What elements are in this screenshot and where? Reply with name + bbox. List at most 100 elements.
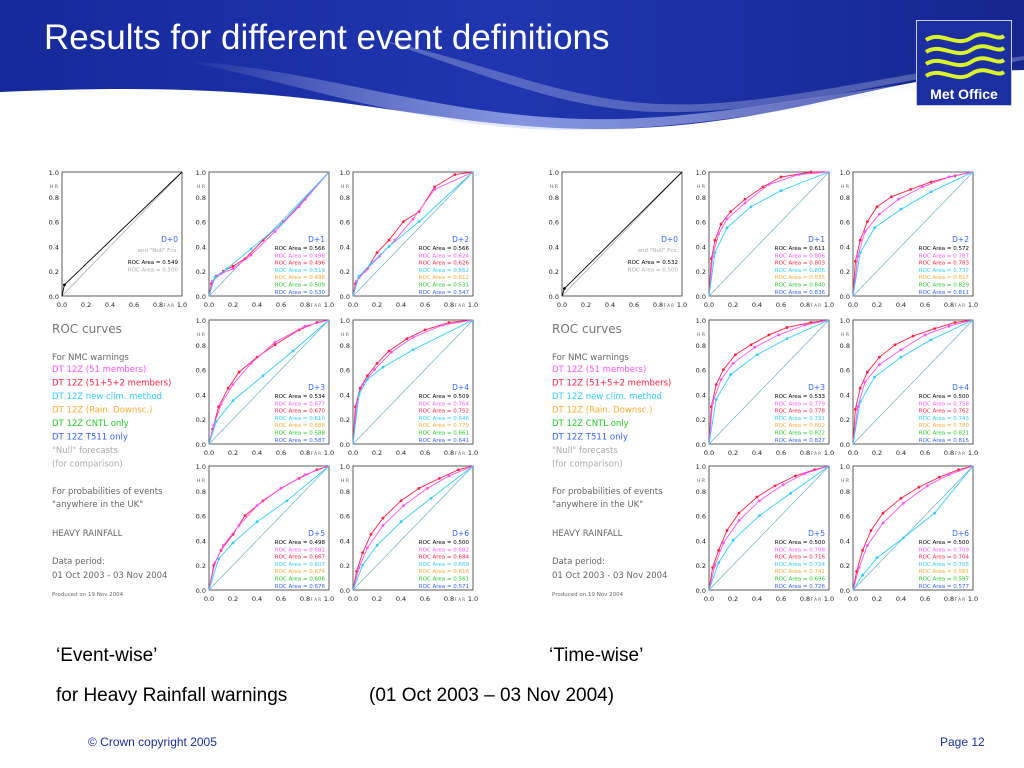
y-tick-label: 0.6 — [196, 219, 206, 227]
lead-time-label: D+0 — [661, 235, 678, 244]
y-tick-label: 0.2 — [840, 268, 850, 276]
legend-title: ROC curves — [52, 322, 122, 336]
y-tick-label: 0.0 — [196, 293, 206, 301]
roc-curve — [352, 465, 474, 591]
roc-area-label: ROC Area = 0.779 — [775, 401, 826, 407]
x-tick-label: 0.4 — [396, 595, 406, 603]
x-axis-label: F A R — [955, 597, 966, 602]
x-tick-label: 0.2 — [228, 449, 238, 457]
roc-curve — [708, 171, 830, 297]
roc-point — [755, 353, 759, 357]
wave-logo-icon — [924, 32, 1006, 80]
roc-area-label: ROC Area = 0.836 — [775, 290, 826, 296]
legend-produced: Produced on 19 Nov 2004 — [52, 592, 124, 598]
y-tick-label: 0.0 — [840, 441, 850, 449]
legend-produced: Produced on 19 Nov 2004 — [552, 592, 624, 598]
roc-point — [231, 541, 235, 545]
y-tick-label: 0.8 — [196, 488, 206, 496]
roc-point — [743, 201, 747, 205]
x-axis-label: F A R — [164, 303, 175, 308]
roc-curve — [708, 319, 830, 445]
lead-time-label: D+0 — [161, 235, 178, 244]
y-tick-label: 0.6 — [49, 219, 59, 227]
roc-point — [881, 511, 885, 515]
roc-curve — [852, 465, 974, 591]
roc-point — [899, 355, 903, 359]
y-tick-label: 0.8 — [49, 194, 59, 202]
reference-dash — [708, 465, 830, 591]
roc-curve — [708, 171, 829, 297]
y-tick-label: 1.0 — [340, 463, 350, 471]
roc-point — [761, 185, 765, 189]
roc-point — [858, 400, 862, 404]
roc-point — [417, 486, 421, 490]
roc-point — [755, 495, 759, 499]
roc-area-label: ROC Area = 0.561 — [419, 577, 469, 583]
x-tick-label: 0.8 — [800, 301, 810, 309]
roc-point — [711, 401, 714, 405]
x-tick-label: 1.0 — [824, 301, 834, 309]
roc-area-label: ROC Area = 0.682 — [419, 547, 469, 553]
x-axis-label: F A R — [455, 451, 466, 456]
roc-point — [249, 247, 253, 251]
roc-area-label: ROC Area = 0.661 — [419, 431, 469, 437]
y-tick-label: 1.0 — [340, 317, 350, 325]
roc-area-label: ROC Area = 0.811 — [919, 290, 969, 296]
copyright-text: © Crown copyright 2005 — [88, 735, 217, 749]
roc-point — [897, 197, 900, 201]
roc-area-label: ROC Area = 0.519 — [275, 268, 326, 274]
caption-event-wise: ‘Event-wise’ — [56, 645, 158, 666]
roc-point — [758, 499, 761, 503]
x-tick-label: 0.4 — [396, 301, 406, 309]
x-tick-label: 0.0 — [204, 595, 214, 603]
roc-point — [773, 484, 777, 488]
x-tick-label: 1.0 — [968, 595, 978, 603]
x-axis-label: F A R — [811, 303, 822, 308]
reference-dash — [208, 465, 330, 591]
roc-curve — [708, 319, 830, 445]
roc-point — [890, 195, 893, 199]
roc-area-label: ROC Area = 0.716 — [775, 555, 826, 561]
y-tick-label: 1.0 — [196, 317, 206, 325]
legend-period-label: Data period: — [52, 557, 105, 567]
roc-curve — [352, 465, 474, 591]
lead-time-label: D+6 — [952, 529, 969, 538]
y-axis-label: H R — [197, 478, 205, 484]
legend-item: DT 12Z (51+5+2 members) — [552, 379, 671, 389]
y-tick-label: 0.6 — [840, 367, 850, 375]
diagonal-line — [561, 171, 683, 297]
x-tick-label: 0.6 — [276, 301, 286, 309]
roc-point — [714, 397, 718, 401]
x-tick-label: 0.4 — [896, 595, 906, 603]
roc-point — [953, 321, 957, 324]
legend-item: DT 12Z T511 only — [52, 433, 128, 443]
roc-point — [855, 570, 858, 573]
roc-point — [717, 561, 720, 565]
roc-point — [854, 259, 857, 263]
roc-point — [243, 514, 247, 517]
roc-point — [357, 566, 361, 570]
reference-dash — [708, 171, 830, 297]
plot-frame — [61, 171, 183, 297]
y-tick-label: 0.8 — [840, 488, 850, 496]
x-tick-label: 0.2 — [728, 301, 738, 309]
roc-curve — [852, 319, 974, 445]
y-tick-label: 0.4 — [696, 243, 706, 251]
y-tick-label: 0.2 — [340, 562, 350, 570]
reference-dash — [352, 465, 474, 591]
roc-point — [285, 499, 289, 503]
roc-area-label: ROC Area = 0.670 — [275, 409, 326, 415]
caption-heavy-rainfall: for Heavy Rainfall warnings — [56, 685, 288, 706]
roc-area-label: ROC Area = 0.806 — [775, 253, 826, 259]
x-tick-label: 1.0 — [968, 449, 978, 457]
roc-area-label: ROC Area = 0.780 — [919, 423, 970, 429]
roc-area-label: ROC Area = 0.726 — [775, 584, 826, 590]
y-tick-label: 0.2 — [196, 268, 206, 276]
y-tick-label: 1.0 — [196, 463, 206, 471]
roc-point — [717, 548, 720, 552]
roc-area-label: ROC Area = 0.500 — [628, 267, 679, 273]
roc-point — [453, 173, 457, 176]
roc-point — [399, 520, 403, 524]
roc-area-label: ROC Area = 0.669 — [419, 562, 470, 568]
roc-area-label: ROC Area = 0.752 — [419, 409, 469, 415]
